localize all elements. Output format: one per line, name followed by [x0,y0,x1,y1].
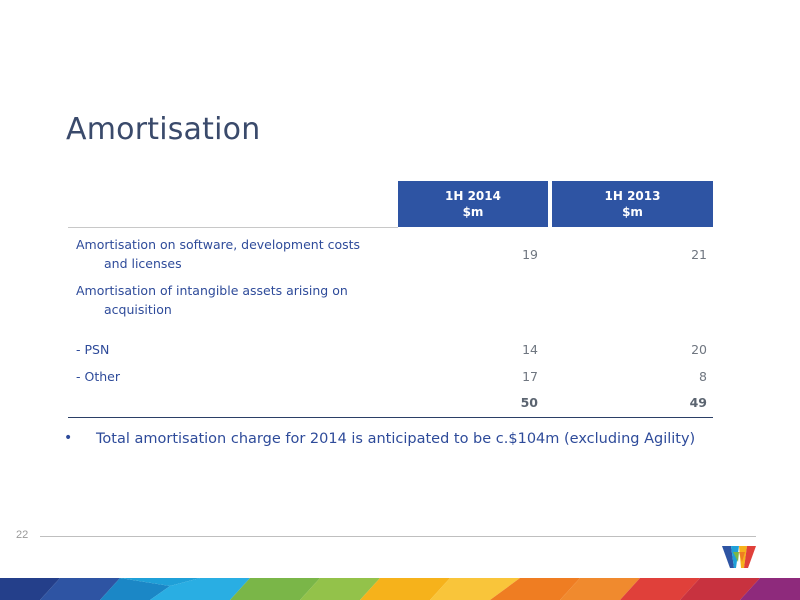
row-label [68,389,398,418]
table-row: Amortisation on software, development co… [68,227,713,279]
value-1h-2014 [398,279,548,321]
header-period: 1H 2014 [445,189,501,203]
table-row: - Other 17 8 [68,363,713,389]
row-label: - Other [76,368,120,384]
row-label-line1: Amortisation on software, development co… [76,237,361,253]
table-header-row: 1H 2014 $m 1H 2013 $m [68,181,713,228]
row-label: Amortisation of intangible assets arisin… [68,279,398,321]
row-label-line1: Amortisation of intangible assets arisin… [76,283,348,298]
header-period: 1H 2013 [604,189,661,203]
amortisation-table: 1H 2014 $m 1H 2013 $m Amortisation on so… [68,181,713,418]
bullet-dot-icon: • [64,430,73,446]
column-header-1h-2014: 1H 2014 $m [398,181,548,227]
value-1h-2013: 21 [691,246,707,262]
header-gap [548,181,552,227]
row-label: Amortisation on software, development co… [68,227,398,279]
value-1h-2013: 8 [699,368,707,384]
table-row: Amortisation of intangible assets arisin… [68,279,713,321]
row-label-line2: and licenses [104,256,182,272]
footer-divider [40,536,756,537]
total-1h-2013: 49 [552,389,713,418]
slide-title: Amortisation [66,112,261,147]
total-row: 50 49 [68,389,713,418]
bullet-text: Total amortisation charge for 2014 is an… [96,431,696,447]
page-number: 22 [16,529,29,541]
value-1h-2014: 17 [522,368,538,384]
header-blank-cell [68,181,398,228]
decorative-color-ribbon [0,578,800,600]
column-header-1h-2013: 1H 2013 $m [552,181,713,227]
value-1h-2013: 20 [691,341,707,357]
value-1h-2013 [552,279,713,321]
table-row: - PSN 14 20 [68,321,713,363]
value-1h-2014: 19 [522,246,538,262]
header-unit: $m [622,205,643,219]
total-1h-2014: 50 [398,389,548,418]
value-1h-2014: 14 [522,341,538,357]
row-label-line2: acquisition [104,302,172,317]
row-label: - PSN [76,341,110,357]
header-unit: $m [462,205,484,219]
company-w-logo-icon [722,546,756,568]
